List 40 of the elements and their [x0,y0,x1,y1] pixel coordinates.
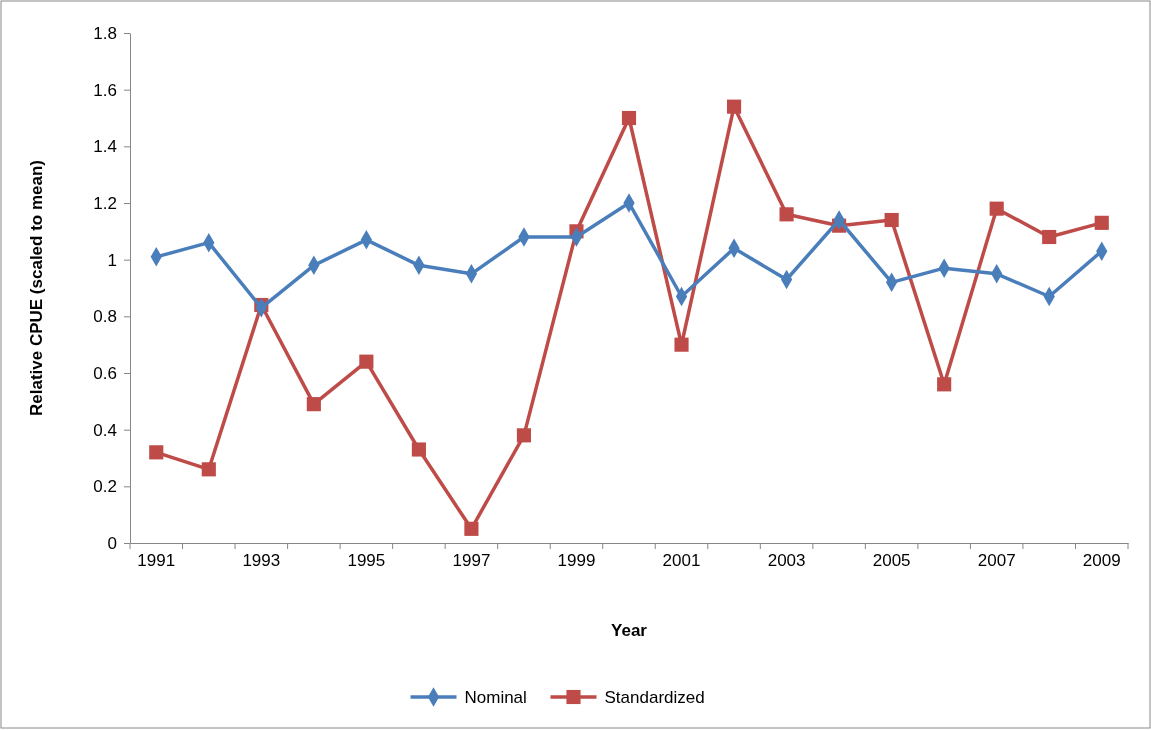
point [1042,229,1057,245]
y-tick-label: 0.8 [93,307,117,327]
y-tick-label: 0.4 [93,420,117,440]
x-tick-label: 2005 [872,551,911,571]
point [201,462,216,477]
point [884,212,899,228]
y-tick-label: 0.2 [93,477,117,497]
y-tick-label: 1 [107,250,117,270]
y-axis-title: Relative CPUE (scaled to mean) [27,159,46,417]
x-tick-label: 2009 [1082,551,1121,571]
point [726,99,742,114]
x-tick-label: 1995 [347,551,386,571]
legend-label: Standardized [604,688,705,707]
x-tick-label: 1999 [557,551,596,571]
y-tick-label: 1.2 [93,193,117,213]
point [1094,215,1109,230]
y-tick-label: 1.8 [93,23,117,43]
x-tick-label: 2003 [767,551,806,571]
point [937,377,952,392]
point [516,428,532,443]
x-tick-label: 1997 [452,551,491,571]
x-axis-title: Year [611,621,648,640]
point [464,521,479,536]
point [989,201,1004,216]
y-tick-label: 1.4 [93,137,117,157]
point [621,110,637,126]
point [149,445,164,460]
point [359,354,374,369]
point [674,337,689,352]
x-tick-label: 2007 [977,551,1016,571]
point [411,442,426,457]
y-tick-label: 0 [107,533,117,553]
point [779,207,794,222]
y-tick-label: 1.6 [93,80,117,100]
x-tick-label: 1993 [242,551,281,571]
point [306,397,321,412]
x-tick-label: 2001 [662,551,701,571]
x-tick-label: 1991 [137,551,176,571]
y-tick-label: 0.6 [93,363,117,383]
legend-label: Nominal [464,688,527,707]
